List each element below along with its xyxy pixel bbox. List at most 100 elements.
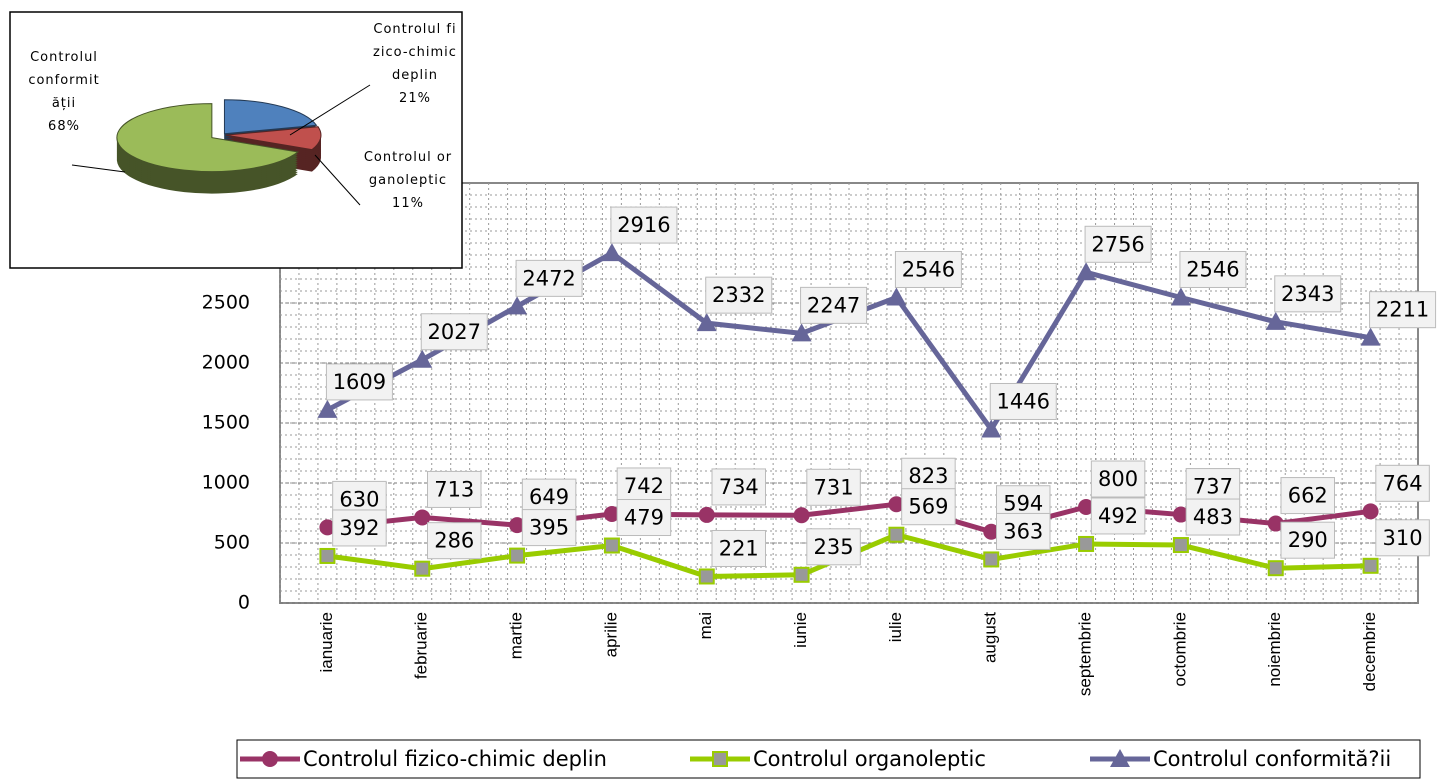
marker: [1076, 262, 1097, 281]
leader-line: [71, 164, 126, 173]
data-label-box: [616, 499, 672, 537]
marker: [981, 419, 1002, 438]
pie-slice: [225, 126, 322, 151]
y-tick-label: 0: [238, 592, 250, 614]
data-label: 395: [529, 516, 569, 540]
marker: [791, 323, 812, 342]
pie-label: Controlul organoleptic 11%: [362, 146, 454, 215]
data-label-box: [325, 363, 393, 401]
data-label: 823: [908, 464, 948, 488]
marker: [696, 313, 717, 332]
marker: [1265, 311, 1286, 330]
data-label-box: [427, 470, 482, 508]
data-label-box: [1274, 275, 1342, 313]
data-label: 2916: [617, 213, 670, 237]
data-label-box: [1369, 291, 1437, 329]
legend: [236, 739, 1421, 779]
pie-slice: [116, 103, 300, 173]
marker: [793, 507, 810, 524]
marker: [412, 349, 433, 368]
data-label: 662: [1288, 484, 1328, 508]
data-label: 737: [1193, 475, 1233, 499]
leader-line: [314, 154, 361, 206]
data-label: 1609: [333, 370, 386, 394]
data-label-box: [1090, 460, 1146, 498]
data-label: 392: [339, 516, 379, 540]
data-label: 731: [814, 475, 854, 499]
data-label: 594: [1003, 492, 1043, 516]
data-label: 800: [1098, 467, 1138, 491]
data-label: 2211: [1376, 298, 1429, 322]
data-label-box: [616, 467, 672, 505]
data-label: 2546: [902, 257, 955, 281]
data-label-box: [420, 313, 488, 351]
legend-label: Controlul organoleptic: [753, 747, 986, 771]
marker: [1267, 515, 1284, 532]
marker: [698, 506, 715, 523]
marker: [1172, 537, 1189, 554]
data-label: 492: [1098, 504, 1138, 528]
marker: [319, 547, 336, 564]
data-label: 734: [719, 475, 759, 499]
data-label: 742: [624, 474, 664, 498]
data-label-box: [806, 468, 861, 506]
data-label-box: [806, 528, 861, 566]
marker: [414, 560, 431, 577]
marker: [1078, 535, 1095, 552]
data-label: 649: [529, 485, 569, 509]
data-label: 2546: [1186, 257, 1239, 281]
marker: [983, 523, 1000, 540]
marker: [793, 566, 810, 583]
pie-label-name: Controlul fizico-chimic deplin: [373, 22, 457, 83]
legend-marker: [712, 751, 728, 767]
data-label-box: [332, 509, 387, 547]
x-tick-label: iunie: [791, 612, 810, 648]
marker: [414, 509, 431, 526]
data-label: 286: [434, 529, 474, 553]
pie-label-value: 68%: [48, 119, 80, 134]
data-label-box: [1375, 464, 1430, 502]
x-tick-label: iulie: [886, 612, 905, 642]
marker: [886, 287, 907, 306]
marker: [603, 537, 620, 554]
marker: [507, 296, 528, 315]
data-label-box: [901, 488, 956, 526]
marker: [317, 399, 338, 418]
data-label: 2027: [428, 320, 481, 344]
y-tick-label: 500: [214, 532, 250, 554]
data-label: 235: [814, 535, 854, 559]
data-label-box: [1280, 477, 1335, 515]
y-tick-label: 2500: [202, 292, 250, 314]
x-tick-label: ianuarie: [317, 612, 336, 673]
y-tick-label: 1500: [202, 412, 250, 434]
pie-label-value: 11%: [392, 196, 424, 211]
pie-label: Controlul fizico-chimic deplin 21%: [372, 18, 458, 110]
marker: [1362, 557, 1379, 574]
pie-label: Controlul conformității 68%: [28, 46, 100, 138]
marker: [1267, 560, 1284, 577]
data-label-box: [711, 529, 766, 567]
data-label-box: [894, 250, 962, 288]
legend-label: Controlul fizico-chimic deplin: [303, 747, 607, 771]
x-tick-label: octombrie: [1170, 612, 1189, 687]
leader-line: [289, 84, 371, 136]
legend-marker: [1110, 749, 1130, 767]
data-label-box: [521, 509, 577, 547]
marker: [1360, 327, 1381, 346]
data-label-box: [705, 276, 773, 314]
pie-slice: [223, 99, 318, 135]
x-tick-label: noiembrie: [1265, 612, 1284, 687]
marker: [983, 551, 1000, 568]
marker: [1170, 287, 1191, 306]
marker: [1172, 506, 1189, 523]
data-label: 2472: [522, 266, 575, 290]
data-label-box: [1179, 250, 1247, 288]
data-label-box: [515, 259, 583, 297]
data-label: 764: [1383, 471, 1423, 495]
data-label-box: [996, 512, 1051, 550]
data-label: 483: [1193, 505, 1233, 529]
x-tick-label: septembrie: [1076, 612, 1095, 696]
data-label-box: [711, 468, 766, 506]
pie-label-name: Controlul organoleptic: [363, 150, 453, 188]
